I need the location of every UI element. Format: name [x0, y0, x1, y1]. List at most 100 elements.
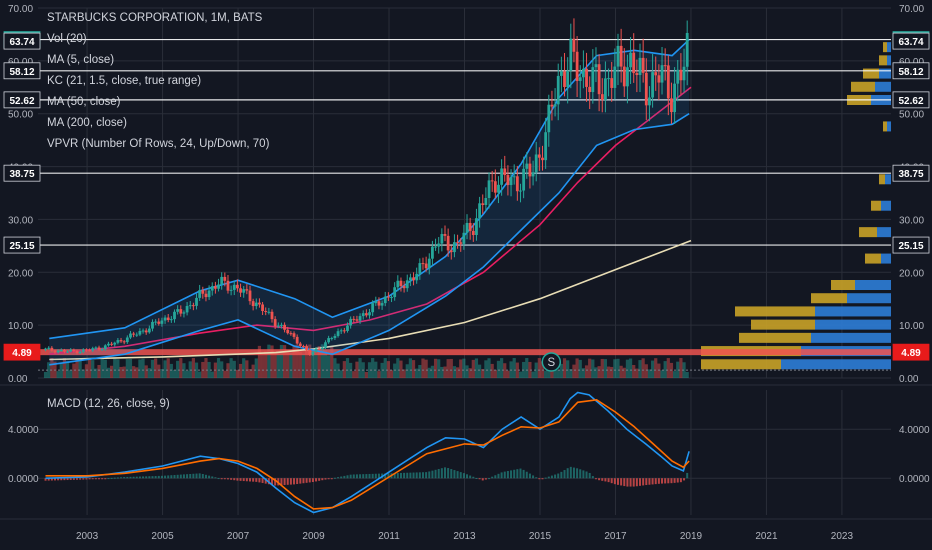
time-axis[interactable]: 2003 2005 2007 2009 2011 2013 2015 2017 2019 2021… [76, 531, 854, 542]
macd-histogram-bar [91, 478, 94, 480]
indicator-vol[interactable]: Vol (20) [47, 33, 87, 45]
volume-bar [128, 358, 133, 378]
macd-histogram-bar [368, 473, 371, 479]
volume-bar [622, 367, 626, 378]
event-marker-circle[interactable] [541, 352, 562, 372]
price-axis-left[interactable]: 70.0060.0050.0040.0030.0020.0010.000.006… [3, 4, 41, 385]
price-badge[interactable] [892, 236, 930, 254]
macd-title[interactable]: MACD (12, 26, close, 9) [47, 398, 170, 410]
price-badge-label: 52.62 [898, 96, 923, 107]
price-axis-right[interactable]: 70.0060.0050.0040.0030.0020.0010.000.006… [892, 4, 930, 385]
price-badge[interactable] [3, 91, 41, 109]
price-badge[interactable] [3, 164, 41, 182]
volume-bar [72, 363, 76, 378]
candle-body [113, 342, 117, 345]
event-marker[interactable]: S [541, 352, 562, 372]
volume-bar [191, 358, 195, 378]
price-badge[interactable] [892, 164, 930, 182]
price-badge[interactable] [892, 62, 930, 80]
price-badge[interactable] [3, 236, 41, 254]
candle-body [69, 349, 73, 352]
vpvr-down-bar [701, 359, 781, 370]
axis-tick-label: 0.0000 [8, 474, 39, 485]
macd-histogram-bar [516, 469, 519, 479]
indicator-kc[interactable]: KC (21, 1.5, close, true range) [47, 75, 201, 87]
candle-body [522, 168, 526, 191]
indicator-ma50[interactable]: MA (50, close) [47, 96, 121, 108]
indicator-vpvr[interactable]: VPVR (Number Of Rows, 24, Up/Down, 70) [47, 138, 270, 150]
macd-histogram-bar [47, 478, 50, 481]
macd-histogram-bar [195, 473, 198, 479]
volume-bar [106, 367, 111, 378]
volume-bar [138, 359, 142, 378]
time-tick-label: 2017 [604, 531, 627, 542]
candle-body [563, 71, 566, 88]
price-badge-label: 4.89 [12, 348, 32, 359]
vpvr-up-bar [815, 319, 891, 330]
price-badge[interactable] [3, 62, 41, 80]
volume-bar [62, 358, 67, 378]
macd-histogram-bar [138, 476, 141, 479]
volume-bar [597, 366, 601, 378]
volume-bar [223, 370, 227, 378]
macd-histogram [44, 466, 689, 487]
candle-body [512, 176, 516, 178]
volume-bar [610, 366, 614, 378]
candle-body [333, 335, 337, 339]
volume-bar [393, 363, 397, 378]
price-badge[interactable] [892, 32, 930, 50]
price-pane[interactable]: S STARBUCKS CORPORATION, 1M, BATS Vol (2… [3, 4, 930, 385]
candle-body [453, 242, 456, 253]
candle-body [66, 351, 69, 353]
volume-bar [449, 358, 453, 378]
macd-histogram-bar [406, 472, 409, 479]
macd-histogram-bar [488, 478, 491, 480]
macd-histogram-bar [129, 476, 132, 479]
candle-body [368, 312, 371, 316]
candle-body [594, 64, 598, 68]
axis-tick-label: 70.00 [8, 4, 33, 15]
macd-histogram-bar [57, 478, 60, 481]
candle-body [641, 57, 645, 73]
candle-body [449, 250, 453, 253]
macd-histogram-bar [88, 478, 91, 480]
volume-bar [433, 358, 438, 378]
volume-bar [534, 362, 538, 378]
macd-histogram-bar [293, 478, 296, 485]
macd-histogram-bar [236, 478, 239, 481]
macd-axis-right[interactable]: 4.0000 0.0000 [899, 425, 930, 485]
macd-histogram-bar [154, 476, 157, 479]
indicator-ma200[interactable]: MA (200, close) [47, 117, 127, 129]
price-badge[interactable] [892, 91, 930, 109]
macd-pane[interactable]: MACD (12, 26, close, 9) 4.0000 0.0000 4.0… [8, 390, 930, 515]
candle-body [122, 341, 126, 343]
volume-bar [308, 344, 312, 378]
price-badge[interactable] [892, 343, 930, 361]
volume-bar [113, 358, 117, 378]
macd-histogram-bar [447, 468, 450, 479]
macd-histogram-bar [167, 475, 170, 479]
macd-histogram-bar [220, 478, 223, 480]
volume-bar [528, 361, 532, 378]
candle-body [295, 336, 299, 344]
price-badge[interactable] [3, 343, 41, 361]
macd-histogram-bar [60, 478, 63, 481]
candle-body [654, 72, 658, 76]
volume-bar [383, 358, 387, 378]
macd-histogram-bar [274, 478, 277, 486]
candle-body [534, 154, 538, 173]
candle-body [311, 351, 315, 355]
candle-body [188, 305, 192, 307]
indicator-ma5[interactable]: MA (5, close) [47, 54, 114, 66]
ma-line [49, 113, 690, 366]
vpvr-down-bar [831, 280, 855, 290]
support-zone[interactable] [38, 349, 891, 356]
macd-axis-left[interactable]: 4.0000 0.0000 [8, 425, 39, 485]
candle-body [613, 66, 617, 88]
price-badge[interactable] [3, 32, 41, 50]
macd-histogram-bar [280, 478, 283, 486]
volume-bar [657, 363, 661, 378]
candle-body [371, 303, 375, 313]
candle-body [409, 277, 412, 281]
